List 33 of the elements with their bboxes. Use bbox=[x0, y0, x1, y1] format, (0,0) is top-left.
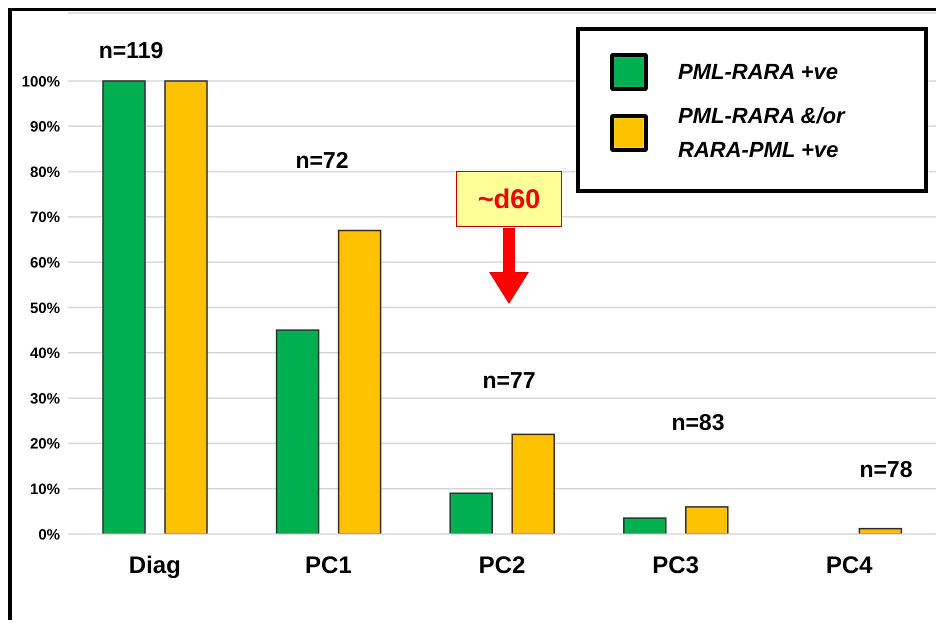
x-tick-label: PC3 bbox=[652, 552, 699, 580]
y-tick-label: 0% bbox=[38, 526, 60, 544]
x-tick-label: PC1 bbox=[305, 552, 352, 580]
y-tick-label: 80% bbox=[30, 164, 60, 181]
y-tick-label: 100% bbox=[22, 73, 60, 90]
x-tick-label: PC4 bbox=[826, 552, 874, 580]
y-tick-label: 30% bbox=[30, 390, 60, 408]
bar bbox=[685, 506, 729, 534]
annotation: n=77 bbox=[481, 367, 537, 394]
bar bbox=[623, 517, 667, 534]
bar bbox=[102, 80, 146, 534]
annotation: n=72 bbox=[294, 147, 350, 174]
annotation: n=119 bbox=[98, 37, 164, 64]
x-tick-label: PC2 bbox=[478, 552, 526, 580]
annotation: n=83 bbox=[670, 409, 726, 436]
bar bbox=[511, 434, 555, 534]
bar bbox=[164, 80, 208, 534]
y-tick-label: 40% bbox=[30, 345, 60, 362]
y-tick-label: 90% bbox=[30, 118, 60, 136]
bar bbox=[858, 528, 902, 534]
legend-label: PML-RARA &/or RARA-PML +ve bbox=[678, 102, 846, 164]
y-tick-label: 20% bbox=[30, 436, 60, 453]
y-tick-label: 60% bbox=[30, 254, 60, 272]
annotation: ~d60 bbox=[478, 184, 540, 214]
y-tick-label: 70% bbox=[30, 209, 60, 226]
bar bbox=[338, 230, 382, 534]
x-tick-label: Diag bbox=[128, 552, 181, 580]
y-tick-label: 10% bbox=[30, 481, 60, 498]
y-tick-label: 50% bbox=[30, 300, 60, 317]
bar bbox=[276, 329, 320, 534]
legend-label: PML-RARA +ve bbox=[678, 58, 839, 86]
annotation: n=78 bbox=[858, 456, 914, 483]
bar bbox=[449, 492, 493, 534]
